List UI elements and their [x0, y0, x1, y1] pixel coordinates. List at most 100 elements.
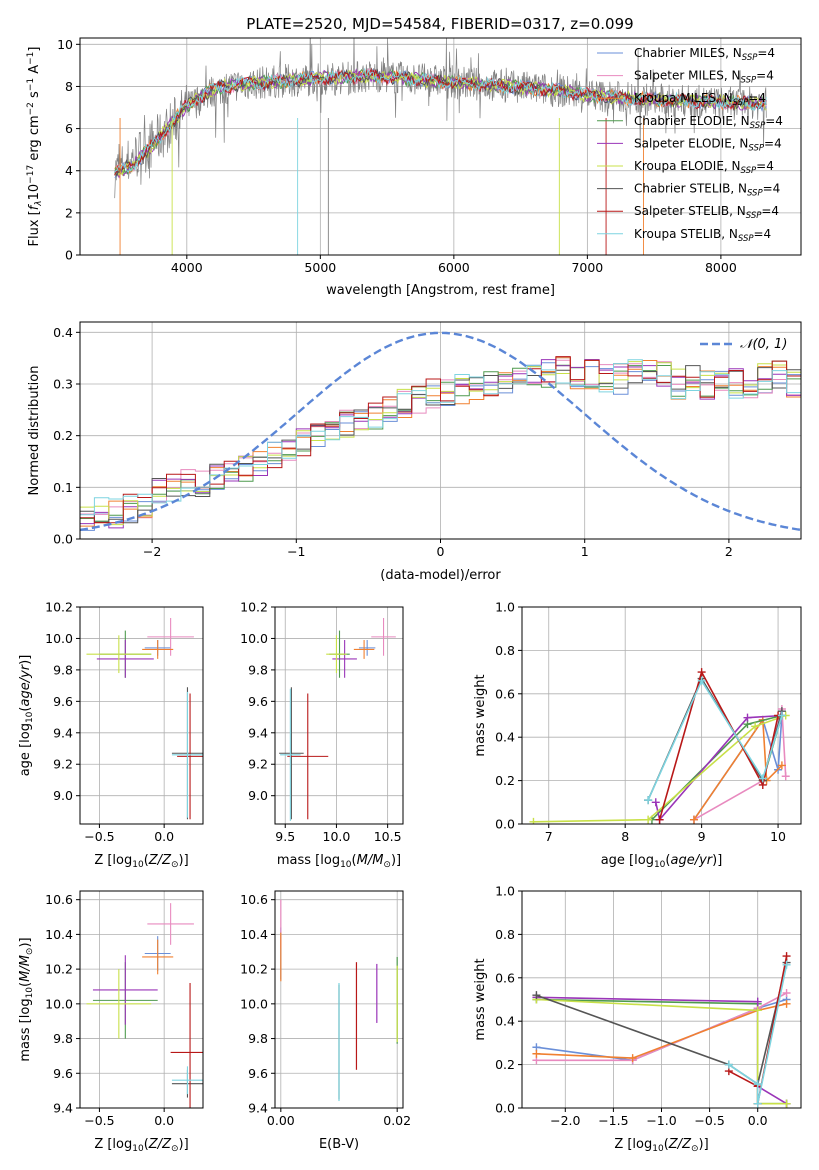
series-kroupa-elodie — [529, 711, 790, 824]
y-tick-label: 0.1 — [53, 480, 73, 495]
errorbar-salpeter-stelib — [287, 693, 329, 820]
series-point — [532, 1049, 541, 1058]
x-tick-label: 2 — [725, 544, 733, 559]
x-axis-label: Z [log10(Z/Z⊙)] — [614, 1137, 708, 1154]
plot-area-mass-vs-EBV — [280, 899, 398, 1102]
errorbar-salpeter-elodie — [92, 955, 158, 1025]
normal-pdf-curve — [80, 331, 801, 532]
x-tick-label: −1.0 — [646, 1113, 676, 1128]
legend-entry: Salpeter MILES, NSSP=4 — [634, 69, 774, 86]
y-tick-label: 10 — [57, 37, 73, 52]
model-spectrum-kroupa-stelib — [114, 67, 767, 173]
errorbar-salpeter-miles — [371, 618, 396, 656]
y-tick-label: 0.0 — [495, 817, 515, 832]
x-tick-label: −2 — [143, 544, 161, 559]
series-kroupa-stelib — [724, 960, 791, 1108]
errorbar-salpeter-miles — [147, 903, 194, 945]
y-tick-label: 10.4 — [45, 927, 73, 942]
y-tick-label: 9.2 — [53, 757, 73, 772]
legend-entry: Salpeter ELODIE, NSSP=4 — [634, 136, 782, 153]
series-point — [777, 711, 786, 720]
y-tick-label: 1.0 — [495, 600, 515, 615]
series-point — [697, 676, 706, 685]
axes-frame — [79, 606, 204, 825]
series-point — [753, 1006, 762, 1015]
series-point — [644, 796, 653, 805]
y-axis-label: Flux [fλ10−17 erg cm−2 s−1 A−1] — [26, 47, 44, 247]
y-axis-label: mass [log10(M/M⊙)] — [18, 937, 35, 1061]
y-tick-label: 10.0 — [45, 631, 73, 646]
y-tick-label: 0.6 — [495, 686, 515, 701]
series-point — [782, 952, 791, 961]
y-tick-label: 10.0 — [240, 996, 268, 1011]
y-tick-label: 0.8 — [495, 927, 515, 942]
errorbar-kroupa-stelib — [280, 688, 301, 821]
errorbar-kroupa-miles — [353, 640, 375, 659]
errorbar-chabrier-stelib — [279, 687, 304, 820]
y-tick-label: 9.4 — [248, 725, 268, 740]
x-tick-label: −2.0 — [550, 1113, 580, 1128]
y-tick-label: 4 — [65, 163, 73, 178]
y-tick-label: 8 — [65, 79, 73, 94]
x-axis-label: (data-model)/error — [380, 568, 501, 583]
x-axis-label: age [log10(age/yr)] — [601, 853, 723, 870]
series-line — [693, 717, 783, 821]
legend-entry: Chabrier MILES, NSSP=4 — [634, 46, 775, 63]
errorbar-chabrier-miles — [358, 640, 376, 656]
series-line — [536, 998, 787, 1105]
legend-entry: Kroupa ELODIE, NSSP=4 — [634, 159, 774, 176]
y-tick-label: 0.4 — [53, 325, 73, 340]
x-tick-label: −0.5 — [84, 1113, 114, 1128]
y-tick-label: 10.2 — [45, 962, 73, 977]
x-tick-label: 9.5 — [275, 829, 295, 844]
series-point — [689, 815, 698, 824]
plot-area-age-vs-Z — [86, 618, 203, 820]
series-point — [782, 1099, 791, 1108]
axes-frame — [521, 606, 802, 825]
y-tick-label: 10.2 — [240, 600, 268, 615]
plot-area-spectrum — [114, 38, 767, 255]
series-line — [533, 714, 786, 823]
panel-mass-weight-vs-age: 7 8 9 10 0.0 0.2 0.4 0.6 0.8 1.0 age [log10(age/yr… — [473, 600, 802, 870]
series-point — [753, 1099, 762, 1108]
y-tick-label: 9.8 — [53, 662, 73, 677]
y-tick-label: 0.3 — [53, 377, 73, 392]
y-axis-label: age [log10(age/yr)] — [18, 655, 35, 777]
errorbar-kroupa-elodie — [86, 635, 152, 674]
errorbar-kroupa-elodie — [86, 969, 152, 1039]
x-axis-label: Z [log10(Z/Z⊙)] — [94, 853, 188, 870]
y-tick-label: 0.0 — [53, 532, 73, 547]
series-line — [536, 1003, 787, 1059]
y-tick-label: 10.0 — [240, 631, 268, 646]
errorbar-kroupa-miles — [142, 939, 174, 975]
legend-entry: Chabrier ELODIE, NSSP=4 — [634, 114, 783, 131]
x-tick-label: 0.02 — [383, 1113, 411, 1128]
x-tick-label: 0.0 — [748, 1113, 768, 1128]
x-tick-label: 5000 — [304, 260, 336, 275]
x-tick-label: 4000 — [171, 260, 203, 275]
plot-area-mass-weight-vs-Z — [532, 952, 791, 1108]
y-tick-label: 0.4 — [495, 1014, 515, 1029]
x-tick-label: −0.5 — [694, 1113, 724, 1128]
model-spectrum-chabrier-stelib — [114, 68, 767, 177]
y-tick-label: 0 — [65, 248, 73, 263]
series-point — [743, 713, 752, 722]
series-point — [781, 772, 790, 781]
x-axis-label: mass [log10(M/M⊙)] — [277, 853, 401, 870]
x-tick-label: 10.5 — [374, 829, 402, 844]
y-tick-label: 0.2 — [495, 1057, 515, 1072]
x-axis-label: Z [log10(Z/Z⊙)] — [94, 1137, 188, 1154]
series-point — [782, 988, 791, 997]
y-tick-label: 10.6 — [240, 892, 268, 907]
axes-frame — [79, 890, 204, 1109]
errorbar-kroupa-stelib — [171, 691, 203, 818]
axes-frame — [79, 37, 802, 256]
plot-area-residual-histogram — [80, 331, 801, 532]
y-tick-label: 9.2 — [248, 757, 268, 772]
series-point — [529, 817, 538, 824]
x-tick-label: 8000 — [705, 260, 737, 275]
y-tick-label: 9.4 — [248, 1101, 268, 1116]
y-tick-label: 9.4 — [53, 725, 73, 740]
